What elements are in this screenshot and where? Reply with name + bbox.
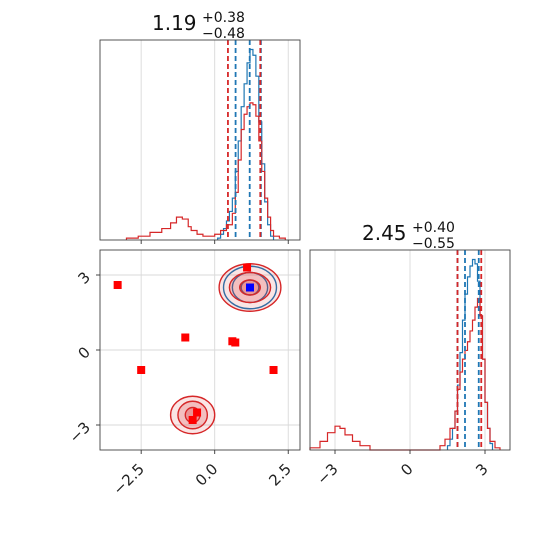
- hist-panel-param-2: −3 0 3 2.45 +0.40 −0.55: [309, 220, 511, 488]
- hist-param-2-title-median: 2.45: [362, 221, 407, 245]
- hist-param-2-title-plus: +0.40: [412, 220, 455, 236]
- marker-point-1: [181, 333, 190, 342]
- hist-param-1-title-median: 1.19: [152, 11, 197, 35]
- hist-panel-param-1-frame: [99, 39, 301, 241]
- marker-point-4: [231, 338, 240, 347]
- hist-step-hist-param-2-series-0: [446, 258, 494, 450]
- marker-point-8: [188, 416, 197, 424]
- marker-point-9: [246, 283, 254, 292]
- scatter-x-tick-label-1: 0.0: [192, 460, 222, 490]
- hist-step-hist-param-2-series-1: [309, 297, 501, 451]
- marker-point-7: [193, 408, 202, 417]
- hist-param-1-title-minus: −0.48: [202, 26, 245, 42]
- hist-step-hist-param-1-series-1: [125, 102, 286, 240]
- scatter-x-tick-label-0: −2.5: [109, 460, 147, 498]
- contour-2-level-1: [177, 400, 209, 430]
- marker-point-2: [137, 366, 146, 374]
- scatter-panel: −2.5 0.0 2.5 −3 0 3: [66, 249, 301, 499]
- hist-param-2-title-minus: −0.55: [412, 236, 455, 252]
- marker-point-6: [243, 263, 252, 272]
- x-tick-label-hist-param-2-2: 3: [472, 460, 491, 479]
- x-tick-label-hist-param-2-0: −3: [313, 460, 341, 488]
- hist-step-hist-param-1-series-0: [217, 48, 275, 240]
- marker-point-5: [269, 366, 278, 374]
- marker-point-0: [113, 281, 122, 289]
- scatter-y-tick-label-0: −3: [66, 418, 94, 446]
- scatter-x-tick-label-2: 2.5: [265, 460, 295, 490]
- hist-param-1-title-plus: +0.38: [202, 10, 245, 26]
- scatter-y-tick-label-1: 0: [75, 343, 94, 362]
- hist-panel-param-1: 1.19 +0.38 −0.48: [99, 10, 301, 244]
- scatter-y-tick-label-2: 3: [75, 268, 94, 287]
- x-tick-label-hist-param-2-1: 0: [397, 460, 416, 479]
